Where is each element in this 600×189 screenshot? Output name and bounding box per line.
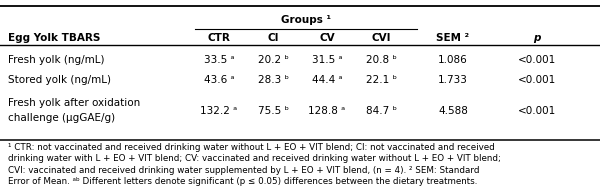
Text: 75.5 ᵇ: 75.5 ᵇ <box>257 106 289 115</box>
Text: ¹ CTR: not vaccinated and received drinking water without L + EO + VIT blend; CI: ¹ CTR: not vaccinated and received drink… <box>8 143 500 186</box>
Text: p: p <box>533 33 541 43</box>
Text: 1.733: 1.733 <box>438 75 468 85</box>
Text: CTR: CTR <box>208 33 230 43</box>
Text: Fresh yolk (ng/mL): Fresh yolk (ng/mL) <box>8 55 104 64</box>
Text: challenge (μgGAE/g): challenge (μgGAE/g) <box>8 113 115 123</box>
Text: SEM ²: SEM ² <box>436 33 470 43</box>
Text: 20.8 ᵇ: 20.8 ᵇ <box>365 55 397 64</box>
Text: 84.7 ᵇ: 84.7 ᵇ <box>365 106 397 115</box>
Text: 20.2 ᵇ: 20.2 ᵇ <box>257 55 289 64</box>
Text: Stored yolk (ng/mL): Stored yolk (ng/mL) <box>8 75 111 85</box>
Text: 44.4 ᵃ: 44.4 ᵃ <box>312 75 342 85</box>
Text: 4.588: 4.588 <box>438 106 468 115</box>
Text: 1.086: 1.086 <box>438 55 468 64</box>
Text: Fresh yolk after oxidation: Fresh yolk after oxidation <box>8 98 140 108</box>
Text: Egg Yolk TBARS: Egg Yolk TBARS <box>8 33 100 43</box>
Text: 33.5 ᵃ: 33.5 ᵃ <box>204 55 234 64</box>
Text: <0.001: <0.001 <box>518 55 556 64</box>
Text: 31.5 ᵃ: 31.5 ᵃ <box>312 55 342 64</box>
Text: <0.001: <0.001 <box>518 106 556 115</box>
Text: 43.6 ᵃ: 43.6 ᵃ <box>204 75 234 85</box>
Text: 28.3 ᵇ: 28.3 ᵇ <box>257 75 289 85</box>
Text: 132.2 ᵃ: 132.2 ᵃ <box>200 106 238 115</box>
Text: CI: CI <box>267 33 279 43</box>
Text: CVI: CVI <box>371 33 391 43</box>
Text: 128.8 ᵃ: 128.8 ᵃ <box>308 106 346 115</box>
Text: CV: CV <box>319 33 335 43</box>
Text: <0.001: <0.001 <box>518 75 556 85</box>
Text: Groups ¹: Groups ¹ <box>281 15 331 25</box>
Text: 22.1 ᵇ: 22.1 ᵇ <box>365 75 397 85</box>
